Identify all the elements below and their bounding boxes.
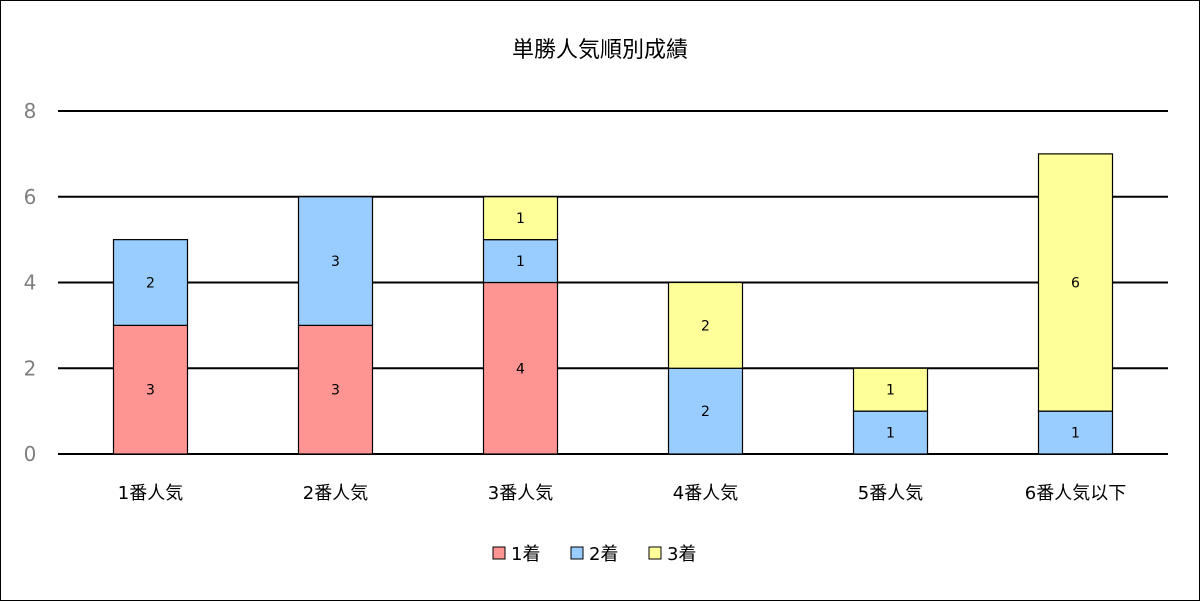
- bar-segment: [297, 196, 374, 326]
- data-label: 1: [516, 254, 525, 270]
- data-label: 2: [701, 404, 710, 420]
- y-tick-label: 2: [24, 356, 37, 380]
- data-label: 2: [701, 318, 710, 334]
- bar-segment: [112, 239, 189, 326]
- legend-swatch: [570, 546, 584, 560]
- data-label: 3: [146, 383, 155, 399]
- bar-segment: [1037, 410, 1114, 455]
- y-axis: 0 2 4 6 8: [24, 99, 37, 466]
- data-label: 1: [1071, 426, 1080, 442]
- bar-segment: [1037, 153, 1114, 412]
- legend-label: 3着: [667, 544, 696, 565]
- bar-segment: [112, 324, 189, 455]
- bars: 3 2 3 3 4 1 1 2 2 1 1 1 6: [112, 153, 1114, 455]
- x-tick-label: 6番人気以下: [1025, 483, 1126, 504]
- x-tick-label: 2番人気: [303, 483, 368, 504]
- bar-segment: [667, 367, 744, 455]
- y-tick-label: 4: [24, 271, 37, 295]
- x-tick-label: 3番人気: [488, 483, 553, 504]
- legend-label: 2着: [589, 544, 618, 565]
- legend-swatch: [492, 546, 506, 560]
- x-axis: 1番人気 2番人気 3番人気 4番人気 5番人気 6番人気以下: [118, 483, 1126, 504]
- data-label: 6: [1071, 276, 1080, 292]
- bar-segment: [482, 239, 559, 284]
- legend-label: 1着: [511, 544, 540, 565]
- data-label: 4: [516, 361, 525, 377]
- data-label: 1: [886, 426, 895, 442]
- x-tick-label: 4番人気: [673, 483, 738, 504]
- data-label: 3: [331, 254, 340, 270]
- data-label: 1: [886, 383, 895, 399]
- data-label: 1: [516, 211, 525, 227]
- y-tick-label: 0: [24, 442, 37, 466]
- y-tick-label: 6: [24, 185, 37, 209]
- legend-swatch: [648, 546, 662, 560]
- gridlines: [58, 110, 1168, 455]
- data-label: 3: [331, 383, 340, 399]
- y-tick-label: 8: [24, 99, 37, 123]
- x-tick-label: 5番人気: [858, 483, 923, 504]
- bar-segment: [482, 196, 559, 241]
- bar-segment: [852, 367, 929, 412]
- chart-title: 単勝人気順別成績: [512, 38, 688, 63]
- x-tick-label: 1番人気: [118, 483, 183, 504]
- data-label: 2: [146, 276, 155, 292]
- legend: 1着 2着 3着: [492, 544, 696, 565]
- bar-segment: [667, 281, 744, 369]
